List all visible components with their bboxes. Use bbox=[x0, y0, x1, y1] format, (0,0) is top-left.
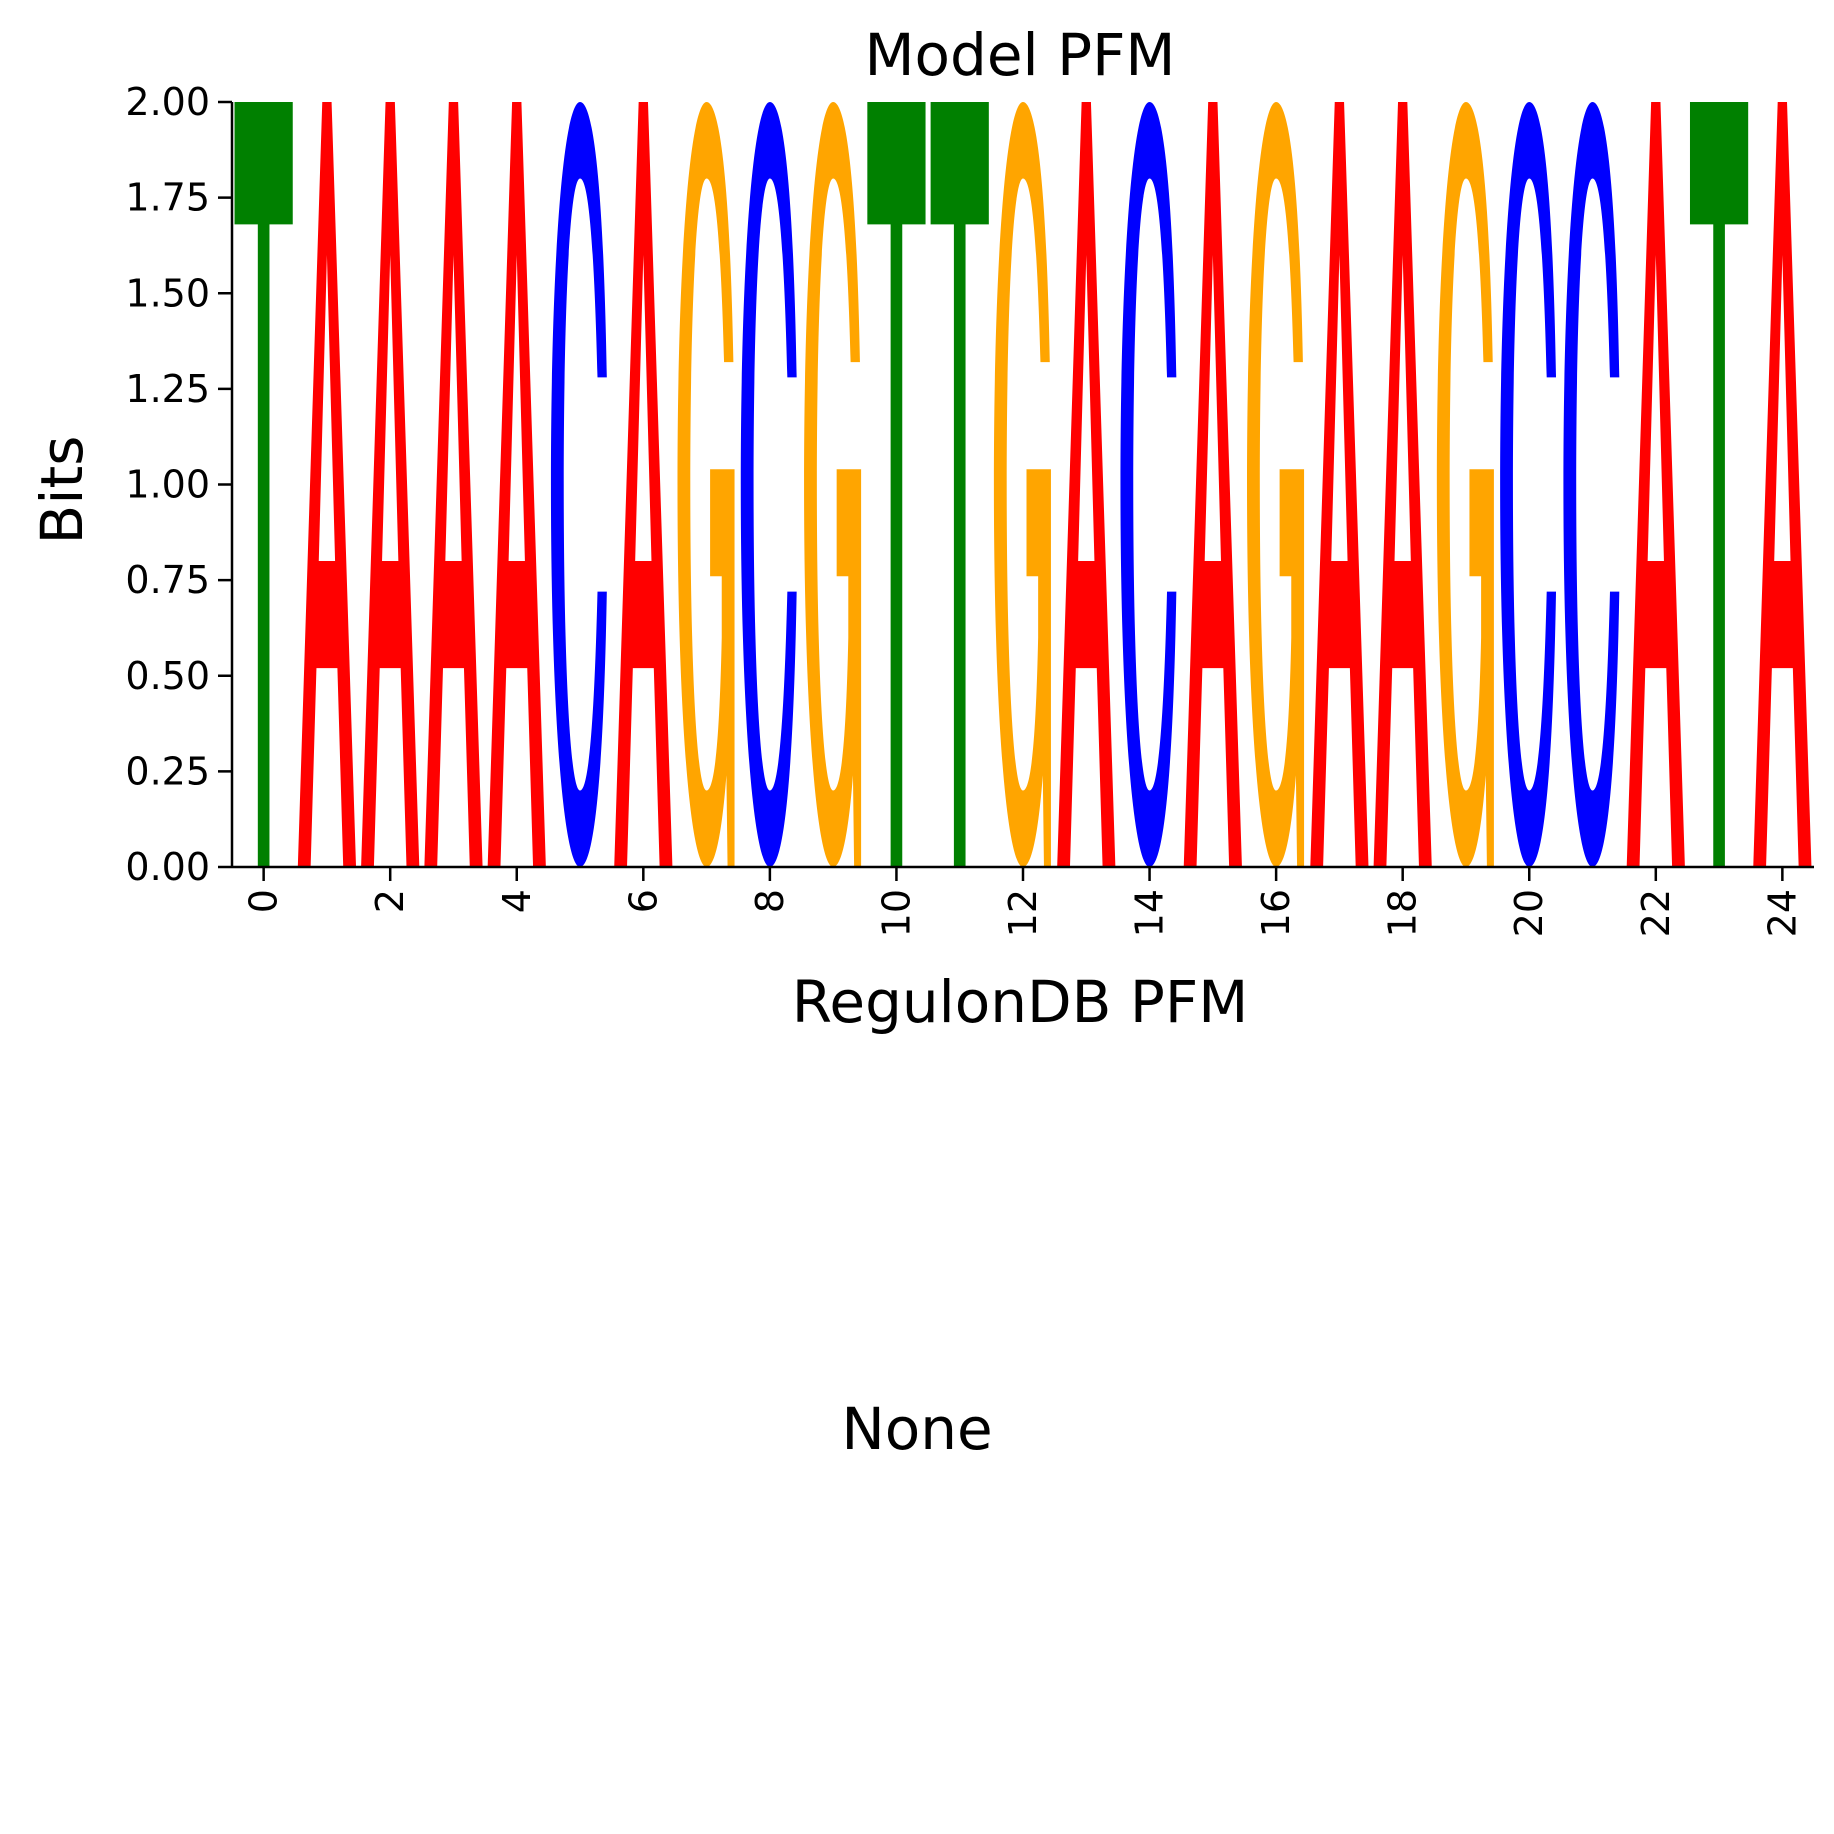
y-tick-label: 0.00 bbox=[125, 845, 210, 889]
x-tick-label: 18 bbox=[1381, 889, 1425, 937]
logo-letter-C-pos-20 bbox=[1500, 102, 1557, 867]
logo-letter-G-pos-7 bbox=[677, 102, 735, 867]
y-axis-label: Bits bbox=[28, 436, 96, 545]
y-tick-label: 0.75 bbox=[125, 558, 210, 602]
chart-title: Model PFM bbox=[865, 21, 1176, 89]
logo-letter-C-pos-8 bbox=[740, 102, 797, 867]
x-tick-label: 20 bbox=[1507, 889, 1551, 937]
logo-letter-A-pos-13 bbox=[1057, 102, 1116, 867]
logo-letter-A-pos-18 bbox=[1373, 102, 1432, 867]
logo-letter-T-pos-23 bbox=[1689, 102, 1749, 867]
y-tick-label: 1.50 bbox=[125, 271, 210, 315]
logo-letters bbox=[234, 102, 1812, 867]
logo-letter-G-pos-16 bbox=[1247, 102, 1305, 867]
x-tick-label: 24 bbox=[1760, 889, 1804, 937]
logo-letter-A-pos-2 bbox=[361, 102, 420, 867]
logo-letter-A-pos-4 bbox=[487, 102, 546, 867]
y-tick-label: 2.00 bbox=[125, 80, 210, 124]
logo-letter-G-pos-12 bbox=[993, 102, 1051, 867]
x-axis-label: RegulonDB PFM bbox=[792, 968, 1249, 1036]
y-tick-label: 1.75 bbox=[125, 176, 210, 220]
y-tick-label: 1.25 bbox=[125, 367, 210, 411]
x-tick-label: 16 bbox=[1254, 889, 1298, 937]
y-tick-label: 1.00 bbox=[125, 463, 210, 507]
empty-panel-label: None bbox=[841, 1395, 993, 1463]
logo-letter-C-pos-5 bbox=[550, 102, 607, 867]
logo-letter-G-pos-9 bbox=[804, 102, 862, 867]
logo-letter-A-pos-17 bbox=[1310, 102, 1369, 867]
logo-letter-T-pos-10 bbox=[867, 102, 926, 867]
logo-letter-A-pos-22 bbox=[1626, 102, 1685, 867]
logo-letter-A-pos-6 bbox=[614, 102, 673, 867]
logo-letter-A-pos-1 bbox=[297, 102, 357, 867]
logo-letter-T-pos-11 bbox=[930, 102, 989, 867]
x-tick-label: 12 bbox=[1001, 889, 1045, 937]
logo-letter-G-pos-19 bbox=[1436, 102, 1494, 867]
logo-letter-C-pos-21 bbox=[1563, 102, 1620, 867]
x-tick-label: 8 bbox=[748, 889, 792, 913]
y-tick-label: 0.50 bbox=[125, 654, 210, 698]
axes: 0.000.250.500.751.001.251.501.752.000 2 4 6… bbox=[125, 80, 1814, 937]
logo-letter-A-pos-24 bbox=[1753, 102, 1812, 867]
x-tick-label: 0 bbox=[242, 889, 286, 913]
logo-letter-C-pos-14 bbox=[1120, 102, 1177, 867]
logo-letter-A-pos-3 bbox=[424, 102, 483, 867]
x-tick-label: 6 bbox=[621, 889, 665, 913]
x-tick-label: 14 bbox=[1128, 889, 1172, 937]
logo-letter-A-pos-15 bbox=[1183, 102, 1242, 867]
y-tick-label: 0.25 bbox=[125, 749, 210, 793]
x-tick-label: 2 bbox=[368, 889, 412, 913]
x-tick-label: 22 bbox=[1634, 889, 1678, 937]
logo-letter-T-pos-0 bbox=[234, 102, 293, 867]
x-tick-label: 4 bbox=[495, 889, 539, 913]
x-tick-label: 10 bbox=[874, 889, 918, 937]
